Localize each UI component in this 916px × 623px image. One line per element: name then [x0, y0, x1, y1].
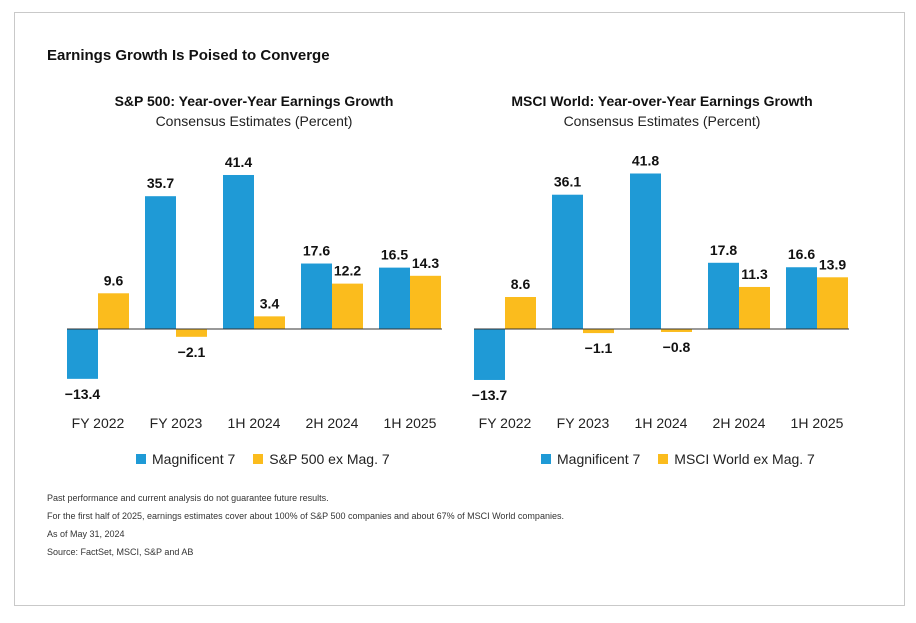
bar-right-series0-2 — [630, 173, 661, 329]
value-label-right-series1-1: −1.1 — [585, 340, 613, 356]
value-label-left-series0-0: −13.4 — [65, 386, 101, 402]
category-label-right-3: 2H 2024 — [713, 415, 766, 431]
bar-right-series0-4 — [786, 267, 817, 329]
category-label-left-2: 1H 2024 — [228, 415, 281, 431]
value-label-right-series0-1: 36.1 — [554, 174, 581, 190]
bar-right-series0-1 — [552, 194, 583, 329]
chart-title-left: S&P 500: Year-over-Year Earnings Growth — [114, 93, 394, 109]
value-label-right-series0-3: 17.8 — [710, 242, 737, 258]
bar-left-series0-0 — [67, 329, 98, 379]
value-label-left-series1-3: 12.2 — [334, 263, 361, 279]
bar-left-series1-4 — [410, 275, 441, 329]
bar-left-series0-4 — [379, 267, 410, 329]
legend-swatch-ex-right — [658, 454, 669, 464]
chart-subtitle-left: Consensus Estimates (Percent) — [155, 113, 353, 129]
category-label-left-1: FY 2023 — [150, 415, 203, 431]
bar-right-series1-0 — [505, 297, 536, 329]
legend-item-mag7-left: Magnificent 7 — [136, 451, 235, 467]
legend-right: Magnificent 7 MSCI World ex Mag. 7 — [541, 451, 833, 467]
legend-label-ex-left: S&P 500 ex Mag. 7 — [269, 451, 390, 467]
value-label-left-series0-4: 16.5 — [381, 247, 408, 263]
value-label-left-series0-2: 41.4 — [225, 154, 252, 170]
value-label-right-series1-4: 13.9 — [819, 256, 846, 272]
bar-left-series1-0 — [98, 293, 129, 329]
chart-subtitle-right: Consensus Estimates (Percent) — [563, 113, 761, 129]
legend-left: Magnificent 7 S&P 500 ex Mag. 7 — [136, 451, 408, 467]
value-label-right-series0-4: 16.6 — [788, 246, 815, 262]
value-label-right-series0-2: 41.8 — [632, 153, 659, 169]
bar-right-series0-0 — [474, 329, 505, 380]
value-label-right-series0-0: −13.7 — [472, 387, 508, 403]
bar-right-series1-2 — [661, 329, 692, 332]
value-label-left-series1-1: −2.1 — [178, 344, 206, 360]
legend-label-ex-right: MSCI World ex Mag. 7 — [674, 451, 815, 467]
value-label-left-series1-4: 14.3 — [412, 255, 439, 271]
value-label-right-series1-0: 8.6 — [511, 276, 531, 292]
bar-left-series1-1 — [176, 329, 207, 337]
value-label-right-series1-3: 11.3 — [741, 266, 768, 282]
category-label-right-1: FY 2023 — [557, 415, 610, 431]
legend-item-ex-right: MSCI World ex Mag. 7 — [658, 451, 815, 467]
value-label-left-series1-0: 9.6 — [104, 272, 124, 288]
legend-label-mag7-right: Magnificent 7 — [557, 451, 641, 467]
legend-swatch-mag7-left — [136, 454, 146, 464]
bar-left-series1-2 — [254, 316, 285, 329]
category-label-left-4: 1H 2025 — [384, 415, 437, 431]
bar-left-series0-2 — [223, 174, 254, 329]
bar-right-series1-3 — [739, 286, 770, 329]
footnotes: Past performance and current analysis do… — [47, 489, 564, 561]
category-label-right-4: 1H 2025 — [791, 415, 844, 431]
bar-right-series1-1 — [583, 329, 614, 334]
category-label-right-0: FY 2022 — [479, 415, 532, 431]
footnote-coverage: For the first half of 2025, earnings est… — [47, 511, 564, 521]
bar-left-series1-3 — [332, 283, 363, 329]
chart-title-right: MSCI World: Year-over-Year Earnings Grow… — [511, 93, 813, 109]
category-label-left-3: 2H 2024 — [306, 415, 359, 431]
footnote-source: Source: FactSet, MSCI, S&P and AB — [47, 547, 194, 557]
value-label-left-series0-3: 17.6 — [303, 243, 330, 259]
category-label-left-0: FY 2022 — [72, 415, 125, 431]
value-label-left-series0-1: 35.7 — [147, 175, 174, 191]
footnote-disclaimer: Past performance and current analysis do… — [47, 493, 329, 503]
legend-label-mag7-left: Magnificent 7 — [152, 451, 236, 467]
bar-left-series0-1 — [145, 196, 176, 329]
bar-left-series0-3 — [301, 263, 332, 329]
figure-frame — [14, 12, 905, 606]
bar-right-series0-3 — [708, 262, 739, 329]
legend-swatch-mag7-right — [541, 454, 551, 464]
value-label-right-series1-2: −0.8 — [663, 339, 691, 355]
footnote-date: As of May 31, 2024 — [47, 529, 125, 539]
value-label-left-series1-2: 3.4 — [260, 295, 280, 311]
legend-item-ex-left: S&P 500 ex Mag. 7 — [253, 451, 390, 467]
category-label-right-2: 1H 2024 — [635, 415, 688, 431]
figure-title: Earnings Growth Is Poised to Converge — [47, 47, 330, 64]
legend-item-mag7-right: Magnificent 7 — [541, 451, 640, 467]
legend-swatch-ex-left — [253, 454, 264, 464]
bar-right-series1-4 — [817, 277, 848, 329]
